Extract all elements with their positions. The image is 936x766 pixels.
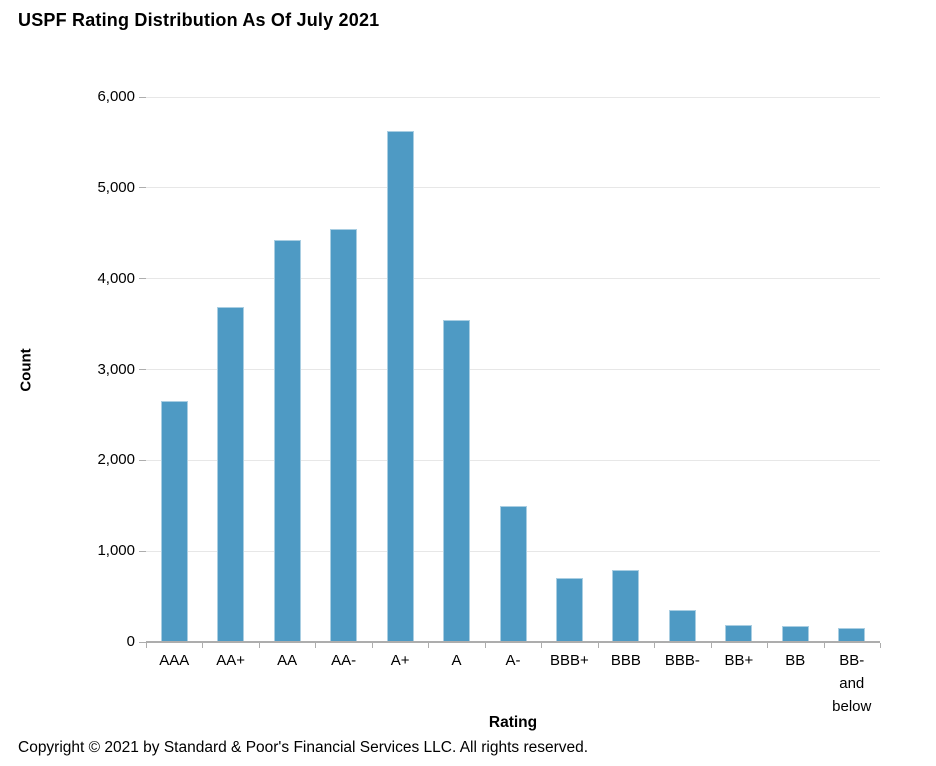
x-tick-mark — [541, 643, 543, 648]
x-tick-mark — [710, 643, 712, 648]
x-tick-label: AA — [277, 652, 298, 669]
y-tick-label: 0 — [126, 633, 135, 650]
bar — [668, 610, 696, 642]
bar — [386, 130, 414, 642]
x-tick-label: A — [451, 652, 462, 669]
y-tick-mark — [139, 641, 146, 643]
y-tick-mark — [139, 369, 146, 370]
x-tick-mark — [371, 643, 373, 648]
gridline — [146, 187, 880, 189]
bar — [330, 228, 358, 642]
x-tick-label: AA+ — [216, 652, 246, 669]
y-tick-mark — [139, 187, 146, 189]
x-tick-mark — [767, 643, 769, 648]
y-tick-label: 3,000 — [97, 360, 135, 378]
x-tick-label: BB- and below — [832, 652, 872, 715]
gridline — [146, 278, 880, 280]
bar — [499, 505, 527, 642]
x-tick-mark — [880, 643, 881, 648]
y-tick-label: 4,000 — [97, 269, 135, 287]
y-axis-title: Count — [17, 348, 35, 392]
x-tick-mark — [146, 643, 147, 648]
bar — [160, 401, 188, 642]
x-axis-title: Rating — [488, 714, 538, 731]
y-tick-label: 5,000 — [97, 178, 135, 196]
x-axis-line — [146, 641, 880, 643]
y-tick-mark — [139, 278, 146, 280]
y-tick-label: 2,000 — [97, 451, 135, 469]
x-tick-label: BB — [785, 652, 806, 669]
x-tick-label: AA- — [331, 652, 357, 669]
x-tick-mark — [823, 643, 825, 648]
bar — [443, 320, 471, 642]
x-tick-mark — [315, 643, 317, 648]
x-tick-label: AAA — [159, 652, 190, 669]
bar — [555, 578, 583, 642]
x-tick-mark — [428, 643, 430, 648]
gridline — [146, 459, 880, 461]
bar — [217, 306, 245, 642]
x-tick-mark — [202, 643, 204, 648]
bar — [273, 239, 301, 642]
copyright-text: Copyright © 2021 by Standard & Poor's Fi… — [18, 739, 589, 756]
y-tick-label: 6,000 — [97, 88, 135, 105]
x-tick-mark — [654, 643, 656, 648]
x-tick-label: BB+ — [724, 652, 754, 669]
x-tick-label: BBB- — [664, 652, 700, 669]
gridline — [146, 96, 880, 98]
x-tick-label: BBB — [610, 652, 641, 669]
x-tick-label: A- — [505, 652, 521, 669]
bar — [838, 627, 866, 642]
x-tick-mark — [597, 643, 599, 648]
y-tick-mark — [139, 459, 146, 461]
bar — [781, 626, 809, 642]
x-tick-label: BBB+ — [550, 652, 589, 669]
gridline — [146, 369, 880, 370]
y-tick-label: 1,000 — [97, 542, 135, 560]
y-tick-mark — [139, 550, 146, 552]
x-tick-mark — [484, 643, 486, 648]
plot-area: 0 1,000 2,000 3,000 4,000 5,000 6,000 AAA AA+ AA A… — [97, 88, 881, 715]
y-tick-mark — [139, 96, 146, 98]
x-tick-label: A+ — [390, 652, 410, 669]
chart-title: USPF Rating Distribution As Of July 2021 — [18, 10, 380, 30]
x-tick-mark — [258, 643, 260, 648]
bar — [612, 570, 640, 642]
bar — [725, 624, 753, 642]
